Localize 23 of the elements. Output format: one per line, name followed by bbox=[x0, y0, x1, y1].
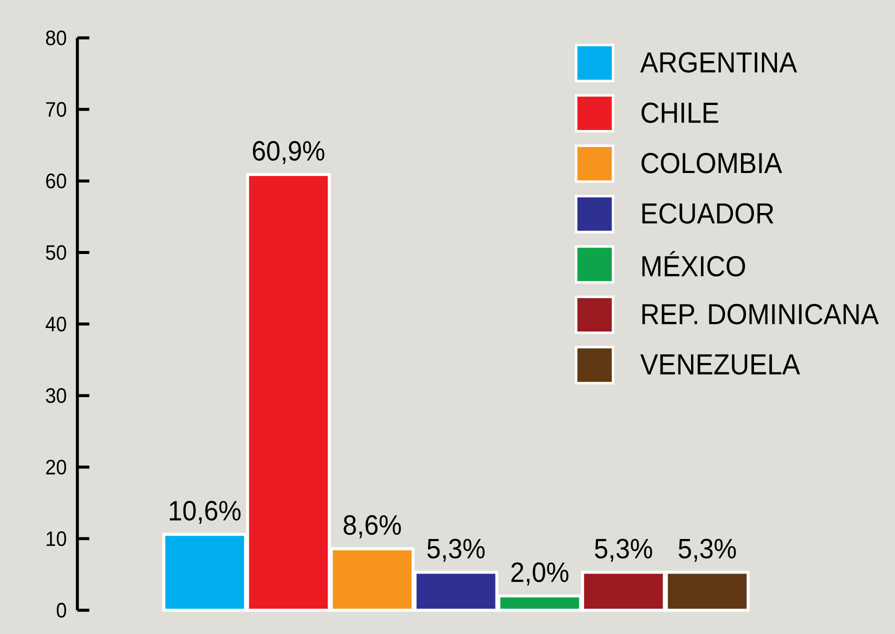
y-tick-label: 30 bbox=[46, 388, 66, 403]
y-tick-label: 0 bbox=[56, 602, 66, 618]
legend-label: REP. DOMINICANA bbox=[642, 304, 879, 324]
legend-label: ECUADOR bbox=[642, 203, 774, 224]
data-label: 8,6% bbox=[344, 515, 401, 538]
legend-label: VENEZUELA bbox=[640, 354, 800, 375]
legend-label: MÉXICO bbox=[642, 251, 746, 276]
legend-label: ARGENTINA bbox=[640, 52, 798, 73]
y-tick-label: 50 bbox=[46, 245, 66, 260]
y-tick-label: 40 bbox=[46, 316, 66, 332]
y-tick-label: 10 bbox=[46, 531, 66, 546]
data-label: 5,3% bbox=[594, 538, 652, 562]
data-label: 5,3% bbox=[427, 538, 485, 562]
y-tick-label: 60 bbox=[46, 173, 66, 188]
data-label: 5,3% bbox=[678, 538, 736, 562]
data-label: 2,0% bbox=[511, 562, 568, 586]
y-tick-label: 20 bbox=[46, 460, 66, 474]
y-tick-label: 70 bbox=[46, 102, 66, 117]
data-label: 60,9% bbox=[252, 140, 324, 164]
legend-label: COLOMBIA bbox=[642, 152, 782, 174]
legend-label: CHILE bbox=[642, 102, 718, 123]
data-label: 10,6% bbox=[170, 500, 241, 524]
y-tick-label: 80 bbox=[46, 30, 66, 46]
